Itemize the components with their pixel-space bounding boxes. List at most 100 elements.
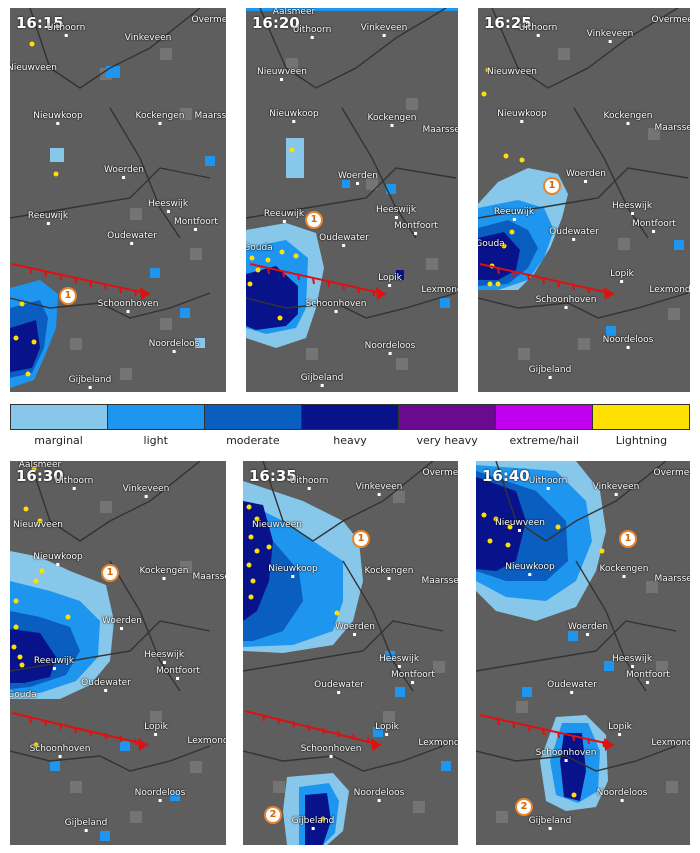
borders [10, 8, 211, 319]
place-schoonhoven: Schoonhoven [306, 299, 366, 313]
radar-panel-1620: 16:20 Aalsmeer Uithoorn Vinkeveen Nieuwv… [246, 8, 458, 392]
place-nieuwkoop: Nieuwkoop [505, 562, 555, 576]
place-montfoort: Montfoort [394, 221, 438, 235]
place-schoonhoven: Schoonhoven [536, 295, 596, 309]
storm-track-arrow [244, 710, 382, 751]
panel-time: 16:15 [16, 14, 64, 32]
echo-light [106, 66, 215, 318]
place-woerden: Woerden [104, 165, 144, 179]
panel-time: 16:20 [252, 14, 300, 32]
place-noordeloos: Noordeloos [354, 788, 404, 802]
legend-swatch-very-heavy [399, 405, 496, 429]
borders [10, 461, 211, 772]
place-schoonhoven: Schoonhoven [536, 748, 596, 762]
echo-light [522, 631, 614, 697]
lightning-strikes [246, 504, 340, 822]
place-noordeloos: Noordeloos [597, 788, 647, 802]
base-noise [70, 48, 202, 380]
place-kockengen: Kockengen [368, 113, 417, 127]
place-heeswijk: Heeswijk [148, 199, 188, 213]
place-vinkeveen: Vinkeveen [124, 33, 172, 43]
place-reeuwijk: Reeuwijk [264, 209, 304, 223]
place-nieuwkoop: Nieuwkoop [497, 109, 547, 123]
place-lexmond: Lexmond [651, 738, 690, 748]
place-montfoort: Montfoort [632, 219, 676, 233]
place-schoonhoven: Schoonhoven [98, 299, 158, 313]
place-heeswijk: Heeswijk [612, 201, 652, 215]
place-vinkeveen: Vinkeveen [587, 29, 633, 43]
place-uithoorn: Uithoorn [519, 23, 557, 37]
echo-light [342, 180, 450, 308]
echo-light [606, 240, 684, 336]
radar-panel-1635: 16:35 Uithoorn Vinkeveen Overmeer Nieuwv… [243, 461, 458, 845]
storm-track-arrow [479, 714, 615, 751]
place-gijbeland: Gijbeland [529, 365, 571, 379]
place-overmeer: Overmeer [422, 468, 458, 478]
place-noordeloos: Noordeloos [135, 788, 185, 802]
storm-cell-marker-1: 1 [101, 564, 119, 582]
lightning-strikes [247, 147, 299, 321]
base-noise [70, 501, 202, 823]
base-noise [496, 581, 678, 823]
place-maarssen: Maarssen [421, 576, 458, 586]
legend-label: light [143, 434, 168, 447]
lightning-strikes [481, 512, 605, 798]
place-lexmond: Lexmond [421, 285, 458, 295]
place-nieuwkoop: Nieuwkoop [268, 564, 318, 578]
storm-track-arrow [249, 263, 387, 300]
place-lopik: Lopik [610, 269, 634, 283]
place-uithoorn: Uithoorn [529, 476, 567, 490]
place-aalsmeer: Aalsmeer [18, 461, 62, 470]
place-uithoorn: Uithoorn [290, 476, 328, 490]
place-woerden: Woerden [102, 616, 142, 630]
place-heeswijk: Heeswijk [379, 654, 419, 668]
legend-swatch-extreme-hail [496, 405, 593, 429]
place-heeswijk: Heeswijk [376, 205, 416, 219]
place-nieuwveen: Nieuwveen [257, 67, 307, 81]
place-lopik: Lopik [378, 273, 402, 287]
place-gouda: Gouda [478, 239, 505, 249]
storm-cell-marker-1: 1 [305, 211, 323, 229]
place-reeuwijk: Reeuwijk [28, 211, 68, 225]
place-schoonhoven: Schoonhoven [301, 744, 361, 758]
base-noise [286, 58, 438, 370]
place-nieuwveen: Nieuwveen [495, 518, 545, 532]
radar-map-1630 [10, 461, 211, 841]
place-nieuwveen: Nieuwveen [13, 520, 63, 530]
legend-swatch-lightning [593, 405, 689, 429]
legend-swatch-marginal [11, 405, 108, 429]
place-aalsmeer: Aalsmeer [272, 8, 316, 17]
place-vinkeveen: Vinkeveen [361, 23, 407, 37]
place-montfoort: Montfoort [174, 217, 218, 231]
place-gouda: Gouda [10, 690, 37, 700]
radar-map-1635 [243, 461, 451, 845]
borders [478, 8, 689, 319]
place-vinkeveen: Vinkeveen [123, 484, 169, 498]
place-kockengen: Kockengen [136, 111, 185, 125]
place-overmeer: Overmeer [651, 15, 690, 25]
place-gijbeland: Gijbeland [529, 816, 571, 830]
echo-light [50, 741, 180, 841]
place-lopik: Lopik [375, 722, 399, 736]
intensity-legend [10, 404, 690, 430]
place-montfoort: Montfoort [626, 670, 670, 684]
panel-time: 16:30 [16, 467, 64, 485]
place-lexmond: Lexmond [187, 736, 226, 746]
place-oudewater: Oudewater [314, 680, 364, 694]
place-lopik: Lopik [608, 722, 632, 736]
place-noordeloos: Noordeloos [603, 335, 653, 349]
echo-marginal [50, 148, 205, 348]
lightning-strikes [13, 41, 59, 377]
legend-swatch-moderate [205, 405, 302, 429]
radar-panel-1640: 16:40 Uithoorn Vinkeveen Overmeer Nieuwv… [476, 461, 690, 845]
radar-map-1615 [10, 8, 215, 388]
legend-labels: marginal light moderate heavy very heavy… [10, 434, 690, 447]
place-oudewater: Oudewater [319, 233, 369, 247]
place-heeswijk: Heeswijk [612, 654, 652, 668]
place-uithoorn: Uithoorn [293, 25, 331, 39]
place-oudewater: Oudewater [81, 678, 131, 692]
base-noise [518, 48, 680, 360]
legend-label: extreme/hail [509, 434, 579, 447]
place-woerden: Woerden [338, 171, 378, 185]
storm-track-arrow [11, 712, 149, 751]
